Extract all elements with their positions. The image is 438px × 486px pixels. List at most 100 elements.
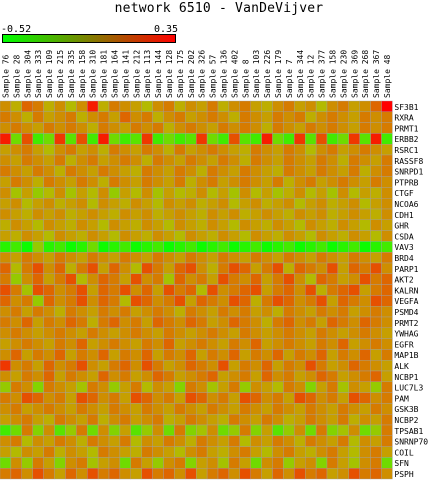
heatmap-cell <box>370 122 382 134</box>
heatmap-cell <box>76 230 88 242</box>
heatmap-cell <box>305 360 317 372</box>
heatmap-cell <box>239 338 251 350</box>
heatmap-cell <box>185 187 197 199</box>
heatmap-cell <box>174 446 186 458</box>
heatmap-cell <box>348 338 360 350</box>
heatmap-cell <box>32 154 44 167</box>
heatmap-cell <box>217 435 230 447</box>
heatmap-cell <box>294 457 306 469</box>
heatmap-cell <box>337 435 349 447</box>
heatmap-cell <box>294 435 306 447</box>
heatmap-cell <box>163 251 175 264</box>
heatmap-cell <box>239 381 251 393</box>
heatmap-cell <box>283 435 295 447</box>
heatmap-cell <box>76 381 88 393</box>
heatmap-cell <box>0 197 12 210</box>
heatmap-cell <box>119 306 132 318</box>
heatmap-cell <box>108 208 121 221</box>
heatmap-cell <box>141 197 153 210</box>
heatmap-cell <box>152 327 164 339</box>
heatmap-cell <box>141 241 153 253</box>
heatmap-cell <box>32 122 44 134</box>
heatmap-cell <box>294 197 306 210</box>
heatmap-cell <box>337 414 349 426</box>
heatmap-cell <box>185 457 197 469</box>
row-label: GHR <box>394 222 409 231</box>
heatmap-cell <box>294 327 306 339</box>
heatmap-cell <box>239 349 251 361</box>
heatmap-cell <box>217 403 230 415</box>
heatmap-cell <box>119 435 132 447</box>
heatmap-cell <box>43 424 55 437</box>
heatmap-cell <box>130 349 142 361</box>
heatmap-cell <box>217 381 230 393</box>
heatmap-cell <box>206 133 219 145</box>
color-scale-max-label: 0.35 <box>154 24 179 35</box>
heatmap-cell <box>337 197 349 210</box>
heatmap-cell <box>185 251 197 264</box>
heatmap-cell <box>152 100 164 113</box>
heatmap-cell <box>86 251 99 264</box>
heatmap-cell <box>315 370 328 383</box>
heatmap-cell <box>163 262 175 275</box>
heatmap-cell <box>217 176 230 188</box>
row-label: MAP1B <box>394 351 418 360</box>
heatmap-cell <box>206 306 219 318</box>
heatmap-cell <box>195 230 208 242</box>
heatmap-cell <box>305 349 317 361</box>
heatmap-cell <box>283 165 295 177</box>
heatmap-cell <box>163 414 175 426</box>
heatmap-cell <box>283 251 295 264</box>
heatmap-cell <box>185 446 197 458</box>
heatmap-cell <box>337 284 349 296</box>
heatmap-cell <box>239 316 251 329</box>
heatmap-cell <box>381 338 393 350</box>
heatmap-cell <box>381 154 393 167</box>
heatmap-cell <box>21 197 33 210</box>
heatmap-cell <box>305 327 317 339</box>
heatmap-cell <box>54 435 66 447</box>
heatmap-cell <box>10 219 22 231</box>
heatmap-cell <box>272 154 284 167</box>
heatmap-cell <box>239 154 251 167</box>
heatmap-cell <box>21 208 33 221</box>
heatmap-cell <box>261 284 273 296</box>
heatmap-cell <box>141 316 153 329</box>
heatmap-cell <box>32 187 44 199</box>
heatmap-cell <box>97 133 110 145</box>
heatmap-cell <box>381 316 393 329</box>
heatmap-cell <box>283 230 295 242</box>
heatmap-cell <box>359 306 371 318</box>
heatmap-cell <box>305 414 317 426</box>
heatmap-cell <box>119 187 132 199</box>
heatmap-cell <box>326 446 339 458</box>
heatmap-cell <box>250 273 262 285</box>
heatmap-cell <box>250 338 262 350</box>
row-label: KALRN <box>394 286 418 295</box>
heatmap-cell <box>326 230 339 242</box>
heatmap-cell <box>152 284 164 296</box>
heatmap-cell <box>272 327 284 339</box>
heatmap-cell <box>141 360 153 372</box>
heatmap-cell <box>54 424 66 437</box>
heatmap-cell <box>326 197 339 210</box>
heatmap-cell <box>283 414 295 426</box>
heatmap-cell <box>108 284 121 296</box>
heatmap-cell <box>228 316 240 329</box>
heatmap-cell <box>43 468 55 480</box>
heatmap-cell <box>174 349 186 361</box>
heatmap-cell <box>174 468 186 480</box>
heatmap-cell <box>76 392 88 404</box>
heatmap-cell <box>21 468 33 480</box>
heatmap-cell <box>97 197 110 210</box>
heatmap-cell <box>348 306 360 318</box>
heatmap-cell <box>185 122 197 134</box>
heatmap-cell <box>228 208 240 221</box>
heatmap-cell <box>43 100 55 113</box>
heatmap-cell <box>272 273 284 285</box>
heatmap-cell <box>76 306 88 318</box>
heatmap-cell <box>195 370 208 383</box>
heatmap-cell <box>141 187 153 199</box>
heatmap-cell <box>108 165 121 177</box>
heatmap-cell <box>32 262 44 275</box>
